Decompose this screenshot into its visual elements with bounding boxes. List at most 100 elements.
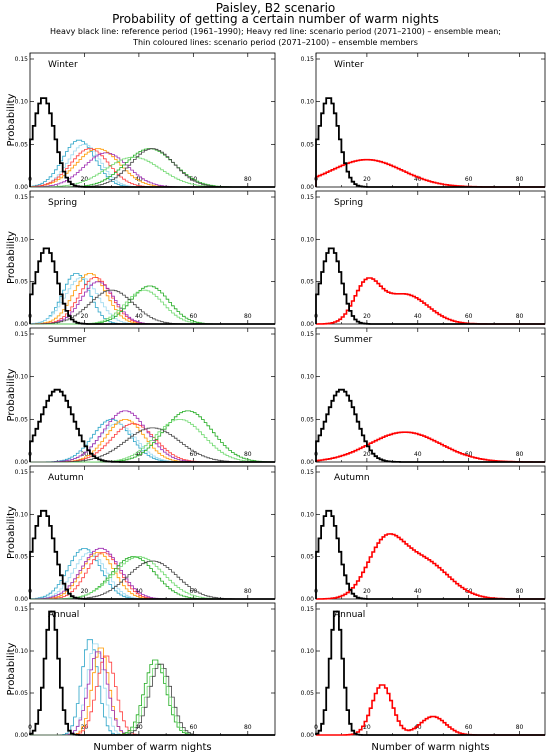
reference-period-line (315, 388, 545, 463)
y-tick-label: 0.15 (15, 56, 29, 63)
x-tick-label: 80 (244, 588, 252, 595)
panel-frame (315, 602, 546, 736)
x-tick-label: 80 (516, 588, 524, 595)
reference-period-line (315, 610, 545, 736)
y-tick-label: 0.15 (15, 606, 29, 613)
x-tick-label: 60 (465, 313, 473, 320)
y-axis-label: Probability (6, 506, 17, 559)
ensemble-mean-line (315, 431, 545, 463)
x-tick-label: 40 (414, 451, 422, 458)
y-tick-label: 0.05 (301, 690, 315, 697)
ensemble-member-line (29, 148, 275, 188)
y-tick-label: 0.05 (301, 279, 315, 286)
y-tick-label: 0.05 (301, 141, 315, 148)
y-tick-label: 0.15 (301, 56, 315, 63)
y-tick-label: 0.00 (301, 732, 315, 739)
y-tick-label: 0.10 (301, 648, 315, 655)
y-tick-label: 0.00 (301, 184, 315, 191)
y-tick-label: 0.05 (15, 416, 29, 423)
y-tick-label: 0.00 (15, 184, 29, 191)
y-tick-label: 0.00 (301, 596, 315, 603)
x-tick-label: 20 (81, 588, 89, 595)
x-tick-label: 20 (81, 313, 89, 320)
y-tick-label: 0.15 (15, 194, 29, 201)
ensemble-member-line (29, 273, 275, 325)
reference-period-line (29, 388, 275, 463)
season-label: Autumn (334, 473, 370, 483)
x-tick-label: 60 (465, 176, 473, 183)
y-tick-label: 0.10 (15, 99, 29, 106)
panel-summer-left: 0 20 40 60 800.000.050.100.15SummerProbabili… (6, 327, 276, 466)
y-axis-label: Probability (6, 368, 17, 421)
y-axis-label: Probability (6, 93, 17, 146)
x-tick-label: 60 (190, 313, 198, 320)
x-tick-label: 40 (414, 313, 422, 320)
x-tick-label: 20 (363, 724, 371, 731)
y-tick-label: 0.00 (301, 321, 315, 328)
panel-frame (29, 465, 276, 600)
ensemble-member-line (30, 560, 275, 600)
y-tick-label: 0.15 (301, 331, 315, 338)
ensemble-member-line (30, 639, 275, 736)
legend-text-line-1: Heavy black line: reference period (1961… (50, 27, 501, 36)
panel-frame (29, 327, 276, 463)
x-tick-label: 0 (314, 724, 318, 731)
x-tick-label: 20 (363, 176, 371, 183)
y-tick-label: 0.10 (15, 236, 29, 243)
ensemble-member-line (30, 419, 275, 463)
ensemble-member-line (29, 148, 275, 188)
x-tick-label: 60 (190, 451, 198, 458)
season-label: Spring (48, 198, 77, 208)
panel-frame (29, 52, 276, 188)
x-tick-label: 40 (414, 176, 422, 183)
x-tick-label: 40 (414, 588, 422, 595)
y-tick-label: 0.00 (301, 459, 315, 466)
chart-title: Paisley, B2 scenario (215, 1, 336, 15)
x-tick-label: 60 (465, 724, 473, 731)
panel-frame (315, 52, 546, 188)
reference-period-line (29, 247, 275, 325)
panel-spring-left: 0 20 40 60 800.000.050.100.15SpringProbabili… (6, 190, 276, 328)
panel-winter-left: 0 20 40 60 800.000.050.100.15WinterProbabili… (6, 52, 276, 191)
y-tick-label: 0.00 (15, 321, 29, 328)
season-label: Autumn (48, 473, 84, 483)
panel-frame (315, 190, 546, 325)
x-tick-label: 40 (135, 313, 143, 320)
season-label: Spring (334, 198, 363, 208)
season-label: Winter (334, 60, 364, 70)
x-tick-label: 20 (363, 313, 371, 320)
y-tick-label: 0.15 (301, 606, 315, 613)
x-tick-label: 20 (363, 588, 371, 595)
y-tick-label: 0.05 (15, 141, 29, 148)
season-label: Summer (334, 335, 372, 345)
y-tick-label: 0.15 (301, 469, 315, 476)
y-tick-label: 0.10 (15, 511, 29, 518)
panel-frame (315, 465, 546, 600)
panel-autumn-left: 0 20 40 60 800.000.050.100.15AutumnProbabili… (6, 465, 276, 603)
x-axis-label: Number of warm nights (371, 742, 489, 753)
y-tick-label: 0.15 (15, 469, 29, 476)
ensemble-member-line (30, 148, 275, 188)
chart-subtitle: Probability of getting a certain number … (112, 12, 439, 26)
ensemble-member-line (29, 552, 275, 600)
y-tick-label: 0.10 (301, 374, 315, 381)
ensemble-member-line (30, 552, 275, 600)
x-tick-label: 80 (516, 313, 524, 320)
season-label: Annual (334, 610, 365, 620)
y-tick-label: 0.05 (15, 554, 29, 561)
y-axis-label: Probability (6, 231, 17, 284)
ensemble-mean-line (316, 684, 545, 736)
y-tick-label: 0.10 (301, 99, 315, 106)
x-tick-label: 60 (190, 588, 198, 595)
reference-period-line (315, 97, 545, 188)
ensemble-mean-line (316, 277, 545, 325)
x-axis-label: Number of warm nights (93, 742, 211, 753)
season-label: Summer (48, 335, 86, 345)
y-tick-label: 0.00 (15, 732, 29, 739)
y-tick-label: 0.05 (15, 690, 29, 697)
ensemble-member-line (29, 273, 275, 325)
y-tick-label: 0.10 (15, 648, 29, 655)
